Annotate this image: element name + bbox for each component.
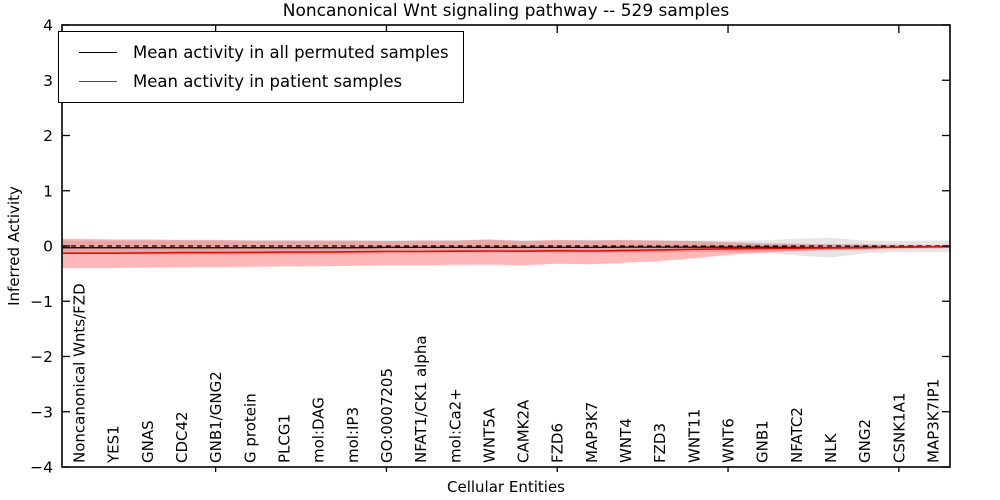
x-category-label: mol:DAG: [310, 397, 328, 463]
x-category-label: PLCG1: [276, 414, 294, 463]
y-tick-label: −3: [30, 403, 53, 421]
y-tick-label: 2: [43, 127, 53, 145]
x-category-label: NFAT1/CK1 alpha: [412, 335, 430, 463]
x-category-label: GNG2: [856, 419, 874, 463]
x-category-label: YES1: [105, 425, 123, 464]
x-category-label: Noncanonical Wnts/FZD: [71, 283, 89, 463]
x-category-label: GNB1: [754, 420, 772, 463]
x-category-label: GNAS: [139, 420, 157, 463]
x-category-label: NFATC2: [788, 407, 806, 463]
chart-title: Noncanonical Wnt signaling pathway -- 52…: [282, 1, 730, 21]
x-category-label: WNT4: [617, 418, 635, 463]
x-category-label: FZD6: [549, 423, 567, 463]
x-category-label: GNB1/GNG2: [207, 371, 225, 463]
x-category-label: CAMK2A: [515, 399, 533, 463]
legend-label-patient: Mean activity in patient samples: [133, 72, 403, 91]
y-tick-label: −1: [30, 293, 53, 311]
y-axis-label: Inferred Activity: [5, 186, 23, 306]
x-axis-label: Cellular Entities: [447, 478, 565, 496]
y-tick-label: −4: [30, 459, 53, 477]
y-tick-label: 4: [43, 17, 53, 35]
x-category-label: NLK: [822, 432, 840, 463]
permuted-line-swatch: [79, 52, 117, 53]
y-tick-label: 3: [43, 72, 53, 90]
x-category-label: mol:Ca2+: [446, 388, 464, 463]
x-category-label: MAP3K7: [583, 402, 601, 463]
y-tick-label: 1: [43, 182, 53, 200]
y-tick-label: −2: [30, 348, 53, 366]
legend-label-permuted: Mean activity in all permuted samples: [133, 43, 449, 62]
x-category-label: mol:IP3: [344, 407, 362, 463]
x-category-label: WNT5A: [480, 407, 498, 463]
y-tick-label: 0: [43, 238, 53, 256]
x-category-label: CSNK1A1: [890, 393, 908, 463]
x-category-label: GO:0007205: [378, 368, 396, 463]
x-category-label: FZD3: [651, 423, 669, 463]
x-category-label: WNT11: [685, 409, 703, 463]
legend-item-permuted: Mean activity in all permuted samples: [59, 38, 449, 67]
x-category-label: WNT6: [720, 418, 738, 463]
legend: Mean activity in all permuted samples Me…: [58, 31, 464, 103]
x-category-label: G protein: [241, 393, 259, 463]
patient-mean-line: [62, 246, 950, 254]
legend-item-patient: Mean activity in patient samples: [59, 67, 449, 96]
patient-line-swatch: [79, 81, 117, 82]
x-category-label: CDC42: [173, 411, 191, 463]
x-category-label: MAP3K7IP1: [925, 379, 943, 463]
